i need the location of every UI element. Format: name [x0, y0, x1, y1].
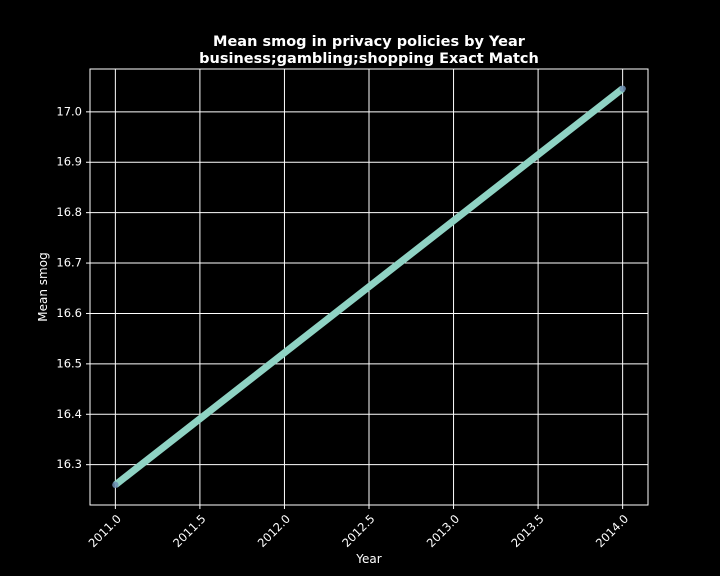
gridlines [90, 69, 648, 505]
series-line [113, 85, 625, 488]
y-tick-label: 16.9 [56, 155, 82, 169]
x-axis-label: Year [355, 552, 381, 566]
data-point [112, 481, 119, 489]
chart-subtitle: business;gambling;shopping Exact Match [199, 51, 539, 67]
y-tick-label: 16.7 [56, 256, 82, 270]
y-tick-label: 16.5 [56, 356, 82, 370]
y-tick-label: 17.0 [56, 104, 82, 118]
y-tick-label: 16.3 [56, 457, 82, 471]
y-tick-label: 16.4 [56, 407, 82, 421]
y-tick-label: 16.6 [56, 306, 82, 320]
data-point [619, 85, 626, 92]
y-axis-label: Mean smog [36, 252, 50, 321]
y-tick-label: 16.8 [56, 205, 82, 219]
series-layer [112, 85, 626, 489]
chart-title: Mean smog in privacy policies by Year [213, 34, 526, 50]
y-axis-ticks: 16.3 16.4 16.5 16.6 16.7 16.8 16.9 17.0 [56, 104, 90, 471]
